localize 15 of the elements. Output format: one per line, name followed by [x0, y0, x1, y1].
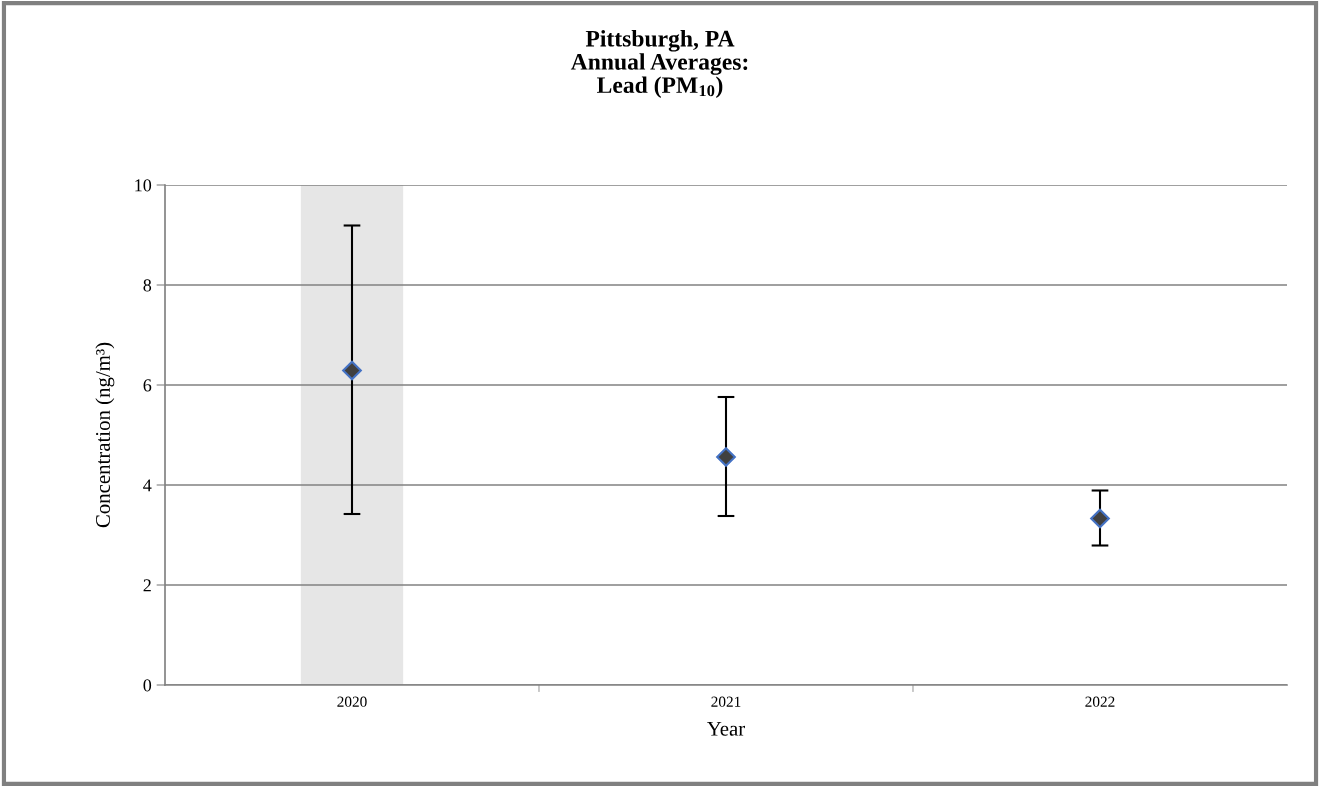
y-axis-title: Concentration (ng/m³) [95, 342, 115, 528]
x-tick-label: 2020 [337, 696, 367, 707]
point [1090, 508, 1110, 529]
y-tick-label: 10 [135, 179, 152, 192]
x-tick-label: 2021 [711, 696, 741, 707]
point [716, 447, 736, 467]
y-tick-label: 2 [143, 579, 151, 592]
point [342, 360, 362, 381]
y-tick-label: 0 [143, 679, 152, 692]
x-axis-title: Year [707, 721, 746, 736]
y-tick-label: 6 [143, 379, 152, 392]
y-tick-label: 8 [143, 279, 152, 292]
chart-title: Pittsburgh, PA Annual Averages: Lead (PM$_{10}$) [570, 30, 748, 98]
y-tick-label: 4 [143, 479, 152, 492]
x-tick-label: 2022 [1085, 696, 1115, 707]
